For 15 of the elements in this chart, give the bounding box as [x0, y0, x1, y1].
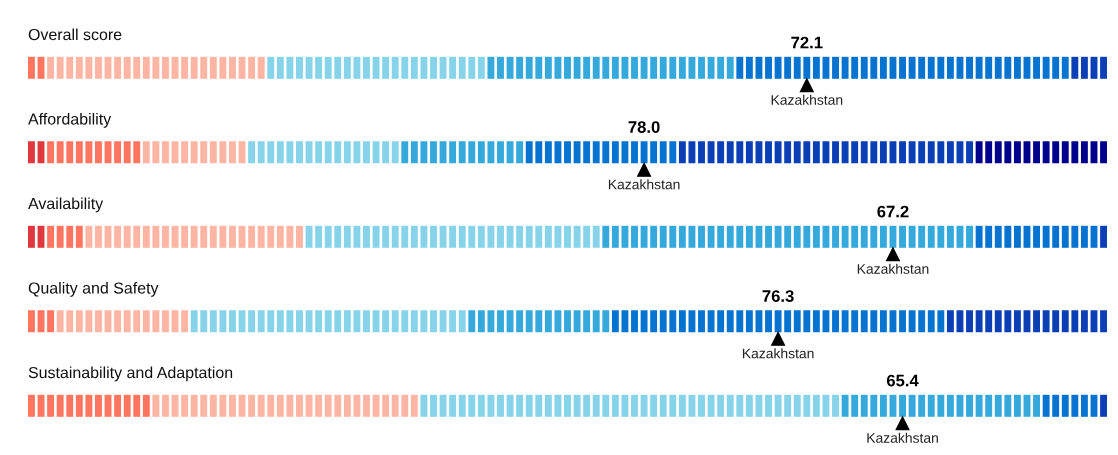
chart-title: Overall score	[28, 28, 122, 41]
annotation: 78.0	[628, 121, 660, 133]
annotation: 76.3	[762, 290, 794, 302]
chart-title: Quality and Safety	[28, 281, 159, 297]
chart-title: Affordability	[28, 112, 112, 128]
annotation: 67.2	[877, 205, 909, 218]
annotation: 65.4	[886, 374, 919, 387]
chart-title: Availability	[28, 197, 104, 213]
x-tick-label: Kazakhstan	[771, 94, 843, 105]
annotation: 72.1	[791, 36, 823, 49]
x-tick-label: Kazakhstan	[857, 263, 929, 274]
x-tick-label: Kazakhstan	[608, 179, 680, 190]
x-tick-label: Kazakhstan	[867, 432, 938, 443]
chart-title: Sustainability and Adaptation	[28, 366, 233, 382]
x-tick-label: Kazakhstan	[742, 348, 814, 359]
